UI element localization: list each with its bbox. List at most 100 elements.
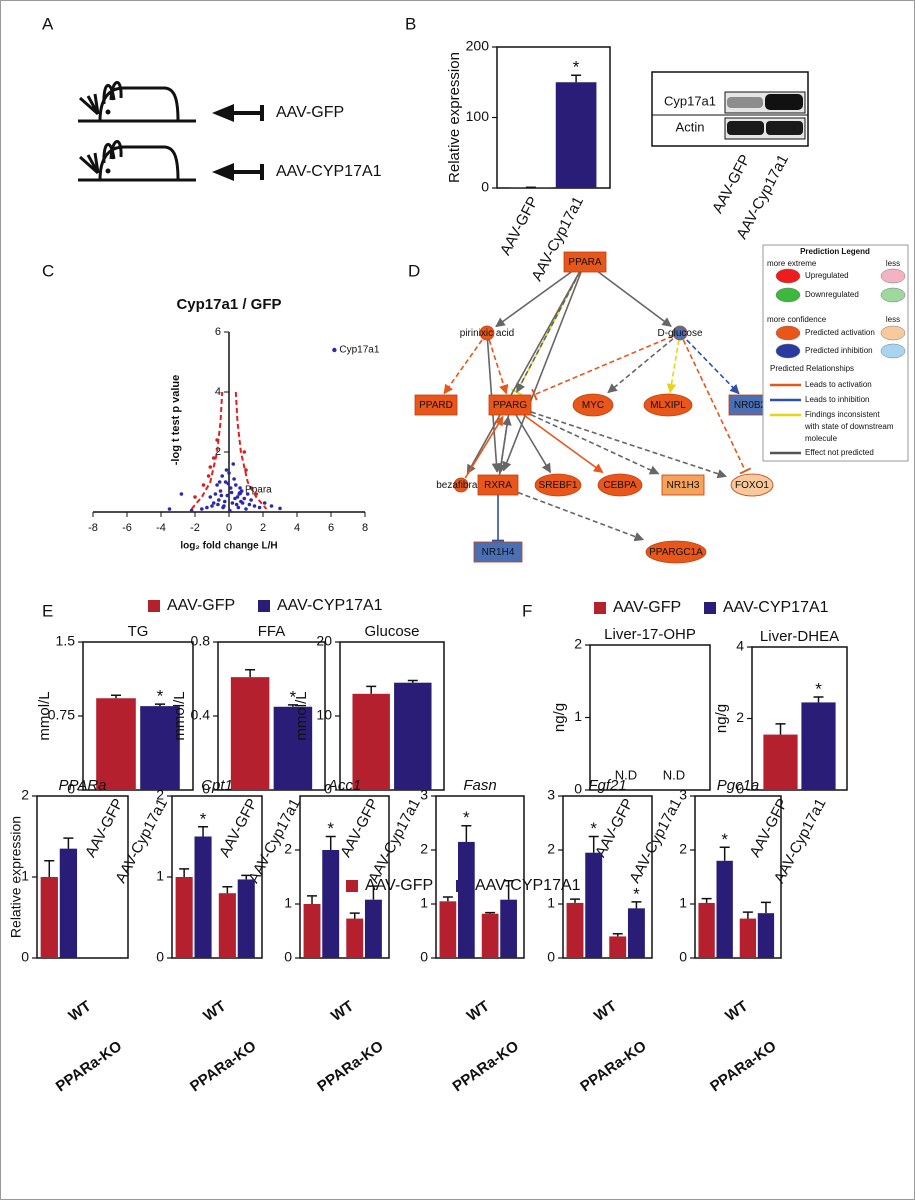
x-tick-label: 0 xyxy=(226,522,232,534)
x-tick-label: WT xyxy=(591,998,620,1025)
data-point xyxy=(229,490,234,495)
data-point xyxy=(228,486,233,490)
data-point xyxy=(224,468,229,472)
axes-frame xyxy=(562,795,653,959)
network-node-label: MYC xyxy=(582,400,604,411)
chart-title: TG xyxy=(128,623,149,640)
x-tick-label: AAV-Cyp17a1 xyxy=(626,796,685,886)
panel-label: F xyxy=(522,601,532,620)
y-tick-label: 6 xyxy=(215,326,221,338)
data-point xyxy=(220,474,224,478)
y-tick-label: 3 xyxy=(420,787,428,803)
y-tick-label: 1 xyxy=(284,895,292,911)
bar xyxy=(439,901,457,958)
data-point xyxy=(232,477,236,481)
blot-row-label: Cyp17a1 xyxy=(664,93,716,108)
bar xyxy=(458,841,475,958)
network-legend-label: Predicted inhibition xyxy=(805,346,873,355)
bar xyxy=(322,850,340,958)
error-bar xyxy=(461,824,472,842)
highlight-label: Ppara xyxy=(245,485,272,496)
y-axis-label: ng/g xyxy=(551,703,568,732)
network-node xyxy=(479,325,495,341)
network-legend-label: less xyxy=(886,315,900,324)
error-bar xyxy=(198,826,209,837)
network-legend-label: Predicted activation xyxy=(805,328,875,337)
data-point xyxy=(239,499,243,504)
error-bar xyxy=(742,911,753,919)
x-tick-label: 8 xyxy=(362,522,368,534)
y-tick-label: 0 xyxy=(679,949,687,965)
axes-frame xyxy=(694,795,782,959)
y-tick-label: 2 xyxy=(21,787,29,803)
legend-swatch xyxy=(775,325,801,341)
legend-label: AAV-GFP xyxy=(167,597,235,614)
network-node-label: PPARD xyxy=(419,400,453,411)
network-edge xyxy=(443,339,483,395)
data-point xyxy=(269,504,274,508)
data-point xyxy=(234,502,239,507)
y-tick-label: 2 xyxy=(420,841,428,857)
y-tick-label: 4 xyxy=(215,386,221,398)
bar xyxy=(500,899,517,958)
y-tick-label: 10 xyxy=(316,707,332,723)
x-tick-label: AAV-GFP xyxy=(82,796,127,860)
y-tick-label: 2 xyxy=(156,787,164,803)
x-tick-label: WT xyxy=(66,998,95,1025)
significance-mark: * xyxy=(573,58,580,77)
legend-label: AAV-CYP17A1 xyxy=(475,877,581,894)
y-axis-label: Relative expression xyxy=(446,52,463,183)
network-legend-label: Prediction Legend xyxy=(800,247,870,256)
axes-frame xyxy=(589,644,711,791)
data-point xyxy=(242,496,247,501)
error-bar xyxy=(241,874,252,880)
network-edge xyxy=(530,413,660,475)
bar xyxy=(194,836,212,958)
x-tick-label: WT xyxy=(464,998,493,1025)
y-tick-label: 0 xyxy=(67,781,75,797)
legend-swatch xyxy=(148,600,160,612)
y-axis-label: Relative expression xyxy=(8,816,24,938)
y-tick-label: 100 xyxy=(466,108,490,124)
network-node-label: FOXO1 xyxy=(735,480,769,491)
error-bar xyxy=(760,901,771,914)
y-tick-label: 1 xyxy=(547,895,555,911)
data-point xyxy=(227,471,231,475)
y-tick-label: 3 xyxy=(679,787,687,803)
legend-swatch xyxy=(775,268,801,284)
y-tick-label: 2 xyxy=(215,446,221,458)
network-node-label: NR1H4 xyxy=(482,547,515,558)
y-axis-label: mmol/L xyxy=(36,691,53,740)
data-point xyxy=(244,468,248,472)
bar xyxy=(609,936,627,958)
chart-title: Pgc1a xyxy=(717,777,760,794)
bar xyxy=(352,693,390,790)
network-edge xyxy=(682,339,752,475)
y-tick-label: 0 xyxy=(21,949,29,965)
x-tick-label: PPARa-KO xyxy=(450,1037,523,1095)
bar xyxy=(96,698,136,790)
error-bar xyxy=(701,897,712,903)
network-edge xyxy=(530,411,728,479)
network-node-label: PPARGC1A xyxy=(649,547,703,558)
legend-swatch xyxy=(775,343,801,359)
network-node xyxy=(534,473,582,497)
legend-swatch xyxy=(258,600,270,612)
axes-frame xyxy=(299,795,390,959)
data-point xyxy=(244,507,248,511)
mouse-drawing xyxy=(76,139,266,183)
value-label: N.D xyxy=(663,767,685,782)
error-bar xyxy=(179,868,190,877)
chart-title: Liver-DHEA xyxy=(760,628,839,645)
data-point xyxy=(249,498,253,502)
data-point xyxy=(201,483,206,487)
bar xyxy=(303,904,321,958)
x-tick-label: 2 xyxy=(260,522,266,534)
data-point xyxy=(252,504,257,508)
data-point xyxy=(193,495,197,499)
data-point xyxy=(257,505,262,510)
chart-title: Cpt1 xyxy=(201,777,233,794)
y-tick-label: 0 xyxy=(574,781,582,797)
error-bar xyxy=(349,912,360,919)
